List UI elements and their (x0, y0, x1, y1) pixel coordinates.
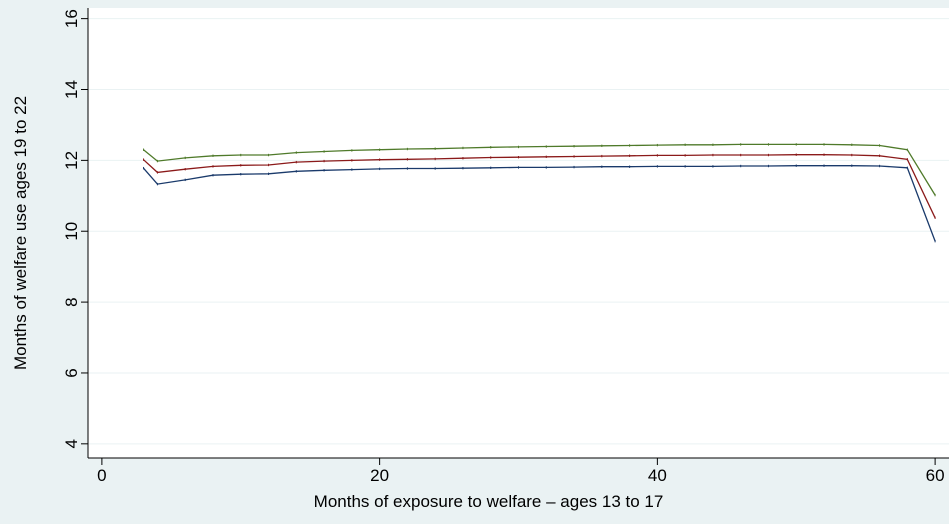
series-0 (143, 143, 936, 197)
x-tick-label-40: 40 (648, 466, 667, 485)
y-tick-label-4: 4 (62, 439, 81, 448)
y-tick-label-14: 14 (62, 80, 81, 99)
x-tick-label-0: 0 (97, 466, 106, 485)
y-tick-label-8: 8 (62, 297, 81, 306)
series-2 (143, 164, 936, 243)
series-line-2 (143, 165, 936, 242)
y-tick-label-10: 10 (62, 222, 81, 241)
axes: 4 6 8 10 12 14 16 0 20 40 60 (62, 8, 949, 485)
y-tick-label-6: 6 (62, 368, 81, 377)
y-axis-title: Months of welfare use ages 19 to 22 (11, 96, 30, 370)
plot-area (88, 8, 949, 458)
series-group (143, 143, 936, 243)
y-tick-label-16: 16 (62, 9, 81, 28)
gridlines (88, 18, 949, 445)
y-tick-label-12: 12 (62, 151, 81, 170)
series-line-0 (143, 143, 936, 196)
series-1 (143, 153, 936, 219)
x-axis-title: Months of exposure to welfare – ages 13 … (314, 492, 664, 511)
series-line-1 (143, 154, 936, 219)
x-tick-label-60: 60 (926, 466, 945, 485)
x-tick-label-20: 20 (370, 466, 389, 485)
